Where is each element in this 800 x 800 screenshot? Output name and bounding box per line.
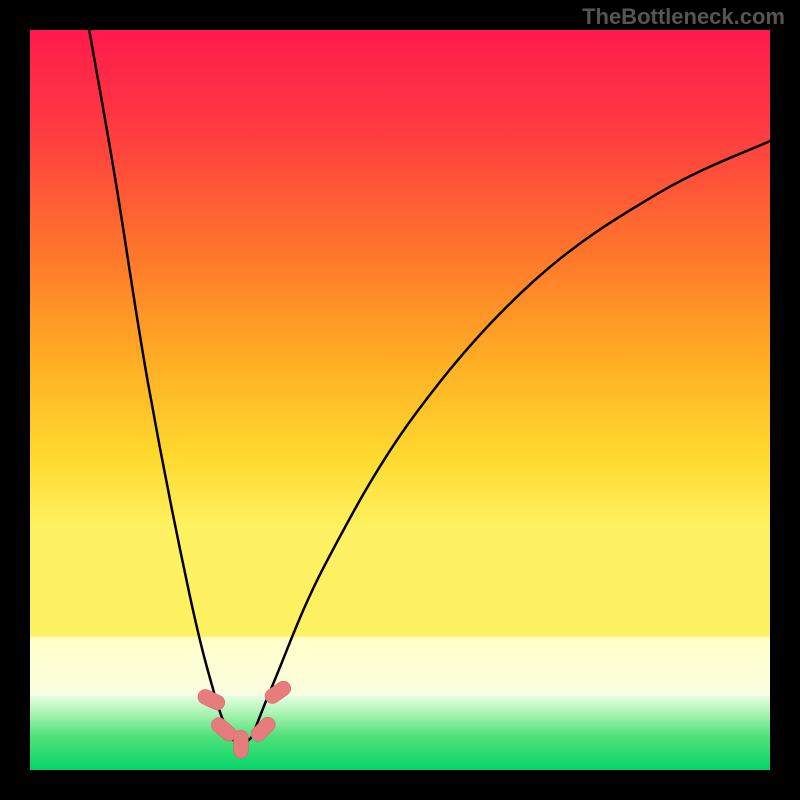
bottleneck-chart <box>30 30 770 770</box>
curve-marker <box>234 730 249 758</box>
gradient-background <box>30 30 770 770</box>
watermark-text: TheBottleneck.com <box>582 4 785 30</box>
chart-svg <box>30 30 770 770</box>
